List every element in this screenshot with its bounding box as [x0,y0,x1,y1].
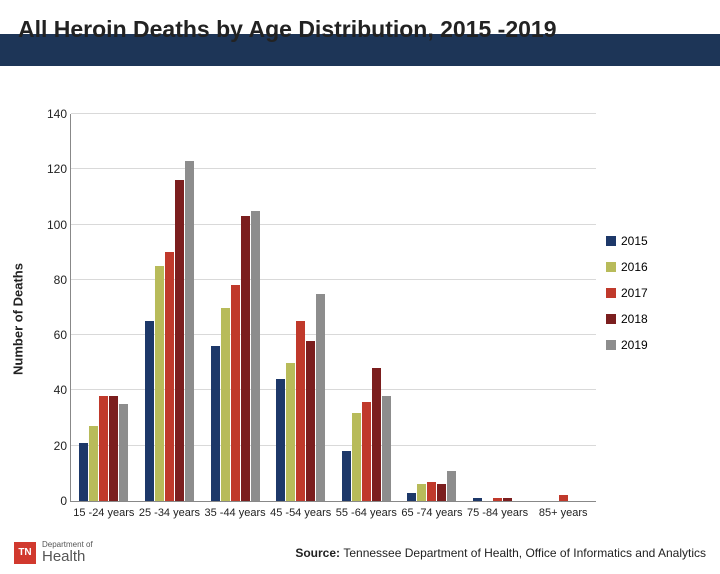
title-bar: All Heroin Deaths by Age Distribution, 2… [0,34,720,66]
y-tick: 0 [41,494,67,508]
y-tick: 20 [41,439,67,453]
bar [175,180,184,501]
bar [276,379,285,501]
source-text: Tennessee Department of Health, Office o… [343,546,706,560]
bar-group: 15 -24 years [71,114,137,501]
bar [185,161,194,501]
legend-item: 2017 [606,286,648,300]
bar [99,396,108,501]
bar [221,308,230,502]
source-label: Source: [295,546,343,560]
legend-label: 2015 [621,234,648,248]
bar [342,451,351,501]
legend-swatch [606,314,616,324]
bar-group: 55 -64 years [334,114,400,501]
logo-line1: Department of [42,541,93,549]
bar [316,294,325,501]
page-title: All Heroin Deaths by Age Distribution, 2… [18,16,557,43]
legend-label: 2016 [621,260,648,274]
x-tick: 85+ years [539,507,588,519]
legend-item: 2019 [606,338,648,352]
bar [493,498,502,501]
bar [211,346,220,501]
legend-swatch [606,262,616,272]
legend-item: 2015 [606,234,648,248]
x-tick: 35 -44 years [204,507,265,519]
legend: 2015 2016 2017 2018 2019 [606,234,648,364]
bar [89,426,98,501]
y-tick: 140 [41,107,67,121]
bar [165,252,174,501]
x-tick: 75 -84 years [467,507,528,519]
legend-item: 2018 [606,312,648,326]
bar [503,498,512,501]
source-line: Source: Tennessee Department of Health, … [295,546,706,560]
y-tick: 40 [41,383,67,397]
x-tick: 15 -24 years [73,507,134,519]
bar [362,402,371,502]
bar-groups: 15 -24 years25 -34 years35 -44 years45 -… [71,114,596,501]
bar [473,498,482,501]
plot-region: 15 -24 years25 -34 years35 -44 years45 -… [70,114,596,502]
bar [79,443,88,501]
bar [231,285,240,501]
bar [251,211,260,501]
bar [109,396,118,501]
bar-group: 45 -54 years [268,114,334,501]
y-axis-label: Number of Deaths [11,263,26,375]
bar [372,368,381,501]
bar [437,484,446,501]
bar-group: 75 -84 years [465,114,531,501]
bar [382,396,391,501]
y-tick: 80 [41,273,67,287]
x-tick: 25 -34 years [139,507,200,519]
legend-label: 2017 [621,286,648,300]
x-tick: 55 -64 years [336,507,397,519]
bar [352,413,361,501]
bar [306,341,315,501]
bar-group: 35 -44 years [202,114,268,501]
bar [241,216,250,501]
logo-text: Department of Health [42,541,93,564]
y-tick: 100 [41,218,67,232]
legend-swatch [606,288,616,298]
legend-label: 2019 [621,338,648,352]
bar-group: 25 -34 years [137,114,203,501]
bar [447,471,456,501]
y-tick: 60 [41,328,67,342]
bar [296,321,305,501]
x-tick: 65 -74 years [401,507,462,519]
bar-group: 85+ years [530,114,596,501]
bar [559,495,568,501]
bar [286,363,295,501]
y-tick: 120 [41,162,67,176]
x-tick: 45 -54 years [270,507,331,519]
bar [145,321,154,501]
bar [119,404,128,501]
bar [407,493,416,501]
tn-logo-icon: TN [14,542,36,564]
bar [155,266,164,501]
footer: TN Department of Health Source: Tennesse… [0,541,720,564]
logo-line2: Health [42,549,93,564]
bar [427,482,436,501]
legend-label: 2018 [621,312,648,326]
legend-item: 2016 [606,260,648,274]
legend-swatch [606,236,616,246]
legend-swatch [606,340,616,350]
chart-area: Number of Deaths 15 -24 years25 -34 year… [36,114,696,524]
bar-group: 65 -74 years [399,114,465,501]
bar [417,484,426,501]
